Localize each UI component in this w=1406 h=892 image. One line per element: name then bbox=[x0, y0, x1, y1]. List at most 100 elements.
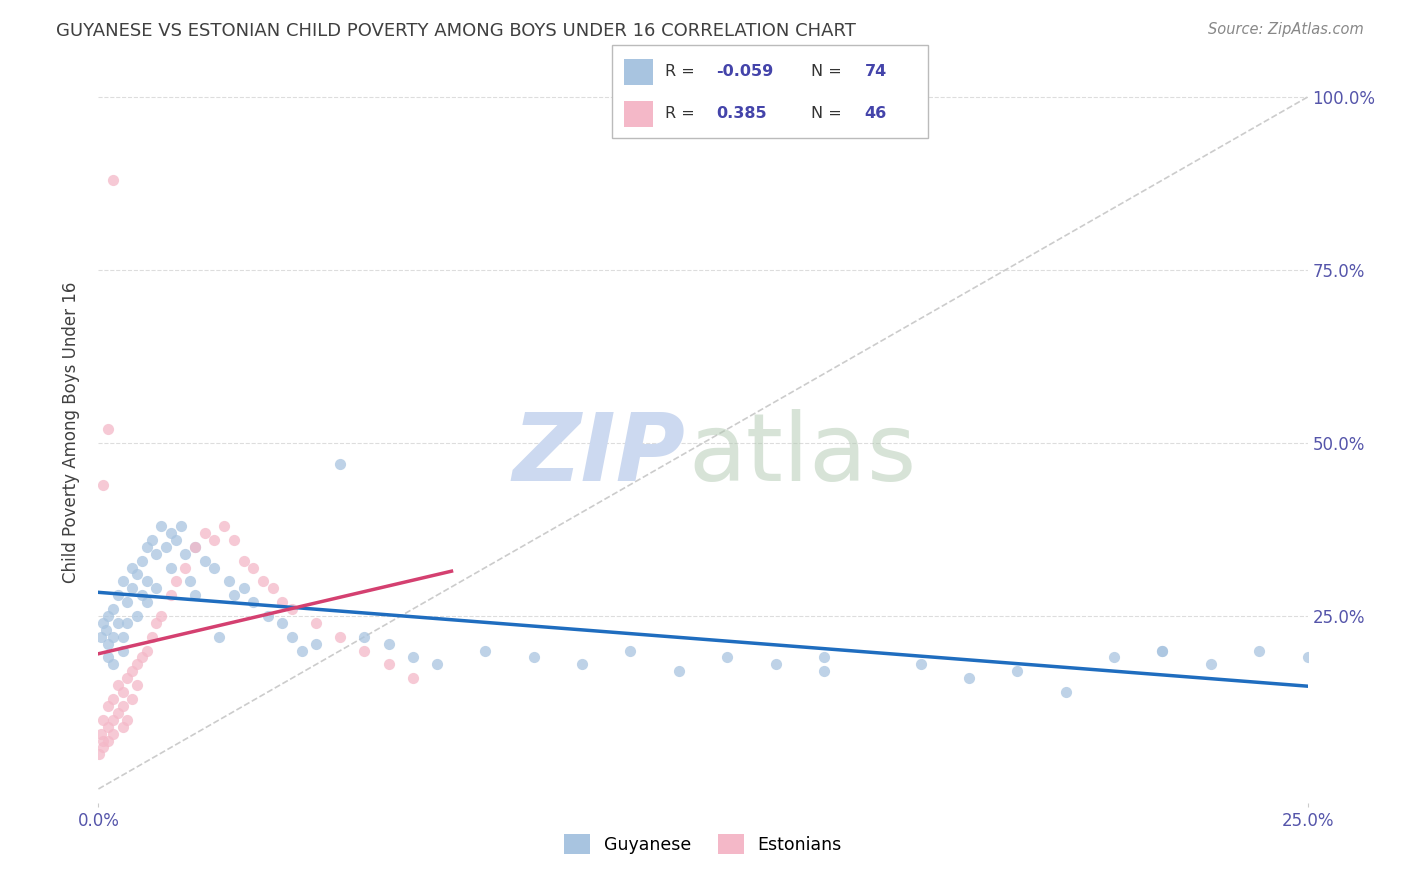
Point bbox=[174, 547, 197, 561]
Point bbox=[145, 615, 167, 630]
Point bbox=[813, 665, 835, 679]
Point bbox=[1102, 650, 1125, 665]
Point bbox=[111, 698, 134, 713]
Point bbox=[111, 720, 134, 734]
Point bbox=[127, 567, 149, 582]
Point bbox=[256, 609, 278, 624]
Point bbox=[204, 533, 226, 547]
Point bbox=[716, 650, 738, 665]
Point bbox=[131, 554, 153, 568]
Point bbox=[222, 588, 245, 602]
Point bbox=[117, 671, 139, 685]
Point bbox=[242, 560, 264, 574]
Point bbox=[111, 643, 134, 657]
Point bbox=[184, 540, 207, 554]
Point bbox=[101, 726, 124, 740]
Point bbox=[426, 657, 449, 672]
Point bbox=[1199, 657, 1222, 672]
Point bbox=[135, 574, 157, 589]
Point bbox=[353, 630, 375, 644]
Text: -0.059: -0.059 bbox=[716, 64, 773, 79]
Point bbox=[141, 630, 163, 644]
Point bbox=[813, 650, 835, 665]
Point bbox=[160, 560, 183, 574]
Point bbox=[1007, 665, 1029, 679]
Text: R =: R = bbox=[665, 64, 700, 79]
Point bbox=[523, 650, 546, 665]
Point bbox=[271, 615, 294, 630]
Point bbox=[957, 671, 980, 685]
Point bbox=[169, 519, 191, 533]
Point bbox=[571, 657, 593, 672]
Point bbox=[90, 630, 112, 644]
Point bbox=[232, 554, 254, 568]
Point bbox=[121, 560, 143, 574]
Point bbox=[1296, 650, 1319, 665]
Point bbox=[117, 713, 139, 727]
Point bbox=[111, 685, 134, 699]
Point bbox=[271, 595, 294, 609]
Point bbox=[290, 643, 312, 657]
Point bbox=[1249, 643, 1271, 657]
Point bbox=[1054, 685, 1077, 699]
Text: N =: N = bbox=[811, 64, 846, 79]
Bar bbox=[624, 101, 652, 127]
Point bbox=[402, 671, 425, 685]
Point bbox=[212, 519, 235, 533]
Point bbox=[1152, 643, 1174, 657]
Point bbox=[222, 533, 245, 547]
Point bbox=[97, 609, 120, 624]
Point bbox=[194, 554, 217, 568]
Point bbox=[145, 582, 167, 596]
Point bbox=[91, 713, 114, 727]
Point bbox=[353, 643, 375, 657]
Text: Source: ZipAtlas.com: Source: ZipAtlas.com bbox=[1208, 22, 1364, 37]
Point bbox=[218, 574, 240, 589]
Point bbox=[184, 540, 207, 554]
Point bbox=[101, 630, 124, 644]
Point bbox=[121, 582, 143, 596]
Point bbox=[135, 643, 157, 657]
Point bbox=[135, 595, 157, 609]
Point bbox=[160, 588, 183, 602]
Point bbox=[101, 602, 124, 616]
Point bbox=[204, 560, 226, 574]
Point bbox=[107, 588, 129, 602]
Point bbox=[91, 477, 114, 491]
Point bbox=[91, 615, 114, 630]
Point bbox=[402, 650, 425, 665]
Text: atlas: atlas bbox=[689, 409, 917, 500]
Point bbox=[150, 609, 173, 624]
Text: ZIP: ZIP bbox=[512, 409, 685, 500]
Point bbox=[91, 733, 114, 747]
Point bbox=[232, 582, 254, 596]
Point bbox=[765, 657, 787, 672]
Point bbox=[305, 615, 328, 630]
Point bbox=[89, 747, 111, 762]
Point bbox=[305, 637, 328, 651]
Text: 74: 74 bbox=[865, 64, 887, 79]
Point bbox=[184, 588, 207, 602]
Point bbox=[94, 623, 117, 637]
Point bbox=[281, 630, 304, 644]
Bar bbox=[624, 59, 652, 85]
Point bbox=[97, 733, 120, 747]
Point bbox=[131, 588, 153, 602]
Point bbox=[127, 678, 149, 692]
Point bbox=[111, 630, 134, 644]
Point bbox=[1152, 643, 1174, 657]
Point bbox=[252, 574, 274, 589]
Point bbox=[97, 637, 120, 651]
FancyBboxPatch shape bbox=[612, 45, 928, 138]
Point bbox=[474, 643, 496, 657]
Point bbox=[97, 720, 120, 734]
Point bbox=[329, 630, 352, 644]
Point bbox=[117, 615, 139, 630]
Point bbox=[101, 657, 124, 672]
Point bbox=[194, 525, 217, 540]
Point bbox=[107, 615, 129, 630]
Point bbox=[145, 547, 167, 561]
Point bbox=[329, 457, 352, 471]
Point bbox=[377, 657, 399, 672]
Point bbox=[668, 665, 690, 679]
